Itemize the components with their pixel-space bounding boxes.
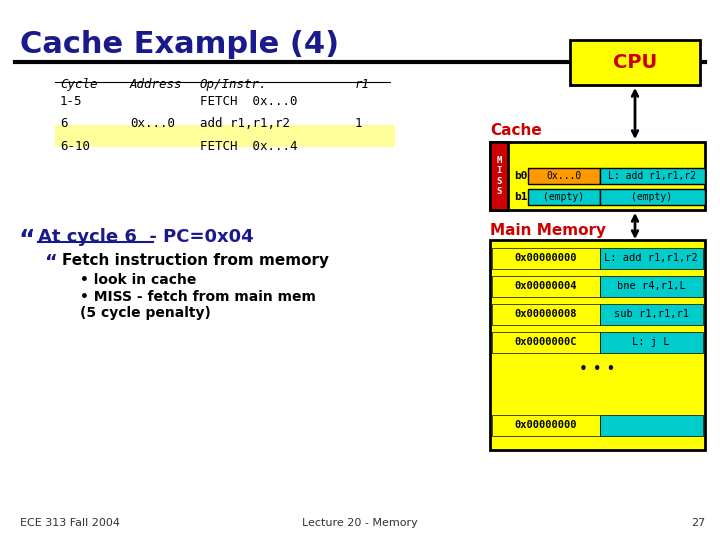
FancyBboxPatch shape — [600, 168, 705, 184]
FancyBboxPatch shape — [600, 276, 703, 297]
Text: bne r4,r1,L: bne r4,r1,L — [616, 281, 685, 291]
Text: At cycle 6  - PC=0x04: At cycle 6 - PC=0x04 — [38, 228, 253, 246]
Text: 0x...0: 0x...0 — [546, 171, 582, 181]
FancyBboxPatch shape — [600, 332, 703, 353]
Text: Fetch instruction from memory: Fetch instruction from memory — [62, 253, 329, 268]
Text: Op/Instr.: Op/Instr. — [200, 78, 268, 91]
Text: • • •: • • • — [580, 362, 616, 377]
FancyBboxPatch shape — [528, 168, 600, 184]
Text: Lecture 20 - Memory: Lecture 20 - Memory — [302, 518, 418, 528]
FancyBboxPatch shape — [528, 189, 600, 205]
Text: 0x00000008: 0x00000008 — [515, 309, 577, 319]
Text: “: “ — [18, 228, 35, 252]
FancyBboxPatch shape — [492, 276, 600, 297]
Text: 0x...0: 0x...0 — [130, 117, 175, 130]
Text: b1: b1 — [514, 192, 528, 202]
FancyBboxPatch shape — [600, 248, 703, 269]
Text: sub r1,r1,r1: sub r1,r1,r1 — [613, 309, 688, 319]
Text: L: add r1,r1,r2: L: add r1,r1,r2 — [608, 171, 696, 181]
Text: 1: 1 — [355, 117, 362, 130]
Text: Address: Address — [130, 78, 182, 91]
Text: 0x00000004: 0x00000004 — [515, 281, 577, 291]
FancyBboxPatch shape — [492, 332, 600, 353]
Text: b0: b0 — [514, 171, 528, 181]
Text: • look in cache: • look in cache — [80, 273, 197, 287]
Text: add r1,r1,r2: add r1,r1,r2 — [200, 117, 290, 130]
Text: L: j L: L: j L — [632, 337, 670, 347]
Text: CPU: CPU — [613, 53, 657, 72]
FancyBboxPatch shape — [492, 248, 600, 269]
FancyBboxPatch shape — [490, 240, 705, 450]
Text: M
I
S
S: M I S S — [496, 156, 502, 196]
FancyBboxPatch shape — [492, 415, 600, 436]
FancyBboxPatch shape — [570, 40, 700, 85]
Text: 0x0000000C: 0x0000000C — [515, 337, 577, 347]
FancyBboxPatch shape — [600, 189, 705, 205]
Text: FETCH  0x...0: FETCH 0x...0 — [200, 95, 297, 108]
Text: Cache: Cache — [490, 123, 541, 138]
Text: 6-10: 6-10 — [60, 140, 90, 153]
FancyBboxPatch shape — [55, 125, 395, 147]
Text: Main Memory: Main Memory — [490, 223, 606, 238]
FancyBboxPatch shape — [492, 304, 600, 325]
Text: • MISS - fetch from main mem
(5 cycle penalty): • MISS - fetch from main mem (5 cycle pe… — [80, 290, 316, 320]
FancyBboxPatch shape — [600, 415, 703, 436]
Text: 0x00000000: 0x00000000 — [515, 253, 577, 263]
FancyBboxPatch shape — [490, 142, 705, 210]
Text: 1-5: 1-5 — [60, 95, 83, 108]
FancyBboxPatch shape — [490, 142, 508, 210]
Text: Cycle: Cycle — [60, 78, 97, 91]
Text: 6: 6 — [60, 117, 68, 130]
Text: “: “ — [45, 253, 58, 272]
Text: 27: 27 — [690, 518, 705, 528]
FancyBboxPatch shape — [600, 304, 703, 325]
Text: L: add r1,r1,r2: L: add r1,r1,r2 — [604, 253, 698, 263]
Text: r1: r1 — [355, 78, 370, 91]
Text: FETCH  0x...4: FETCH 0x...4 — [200, 140, 297, 153]
Text: 0x00000000: 0x00000000 — [515, 420, 577, 430]
Text: (empty): (empty) — [631, 192, 672, 202]
Text: Cache Example (4): Cache Example (4) — [20, 30, 339, 59]
Text: (empty): (empty) — [544, 192, 585, 202]
Text: ECE 313 Fall 2004: ECE 313 Fall 2004 — [20, 518, 120, 528]
